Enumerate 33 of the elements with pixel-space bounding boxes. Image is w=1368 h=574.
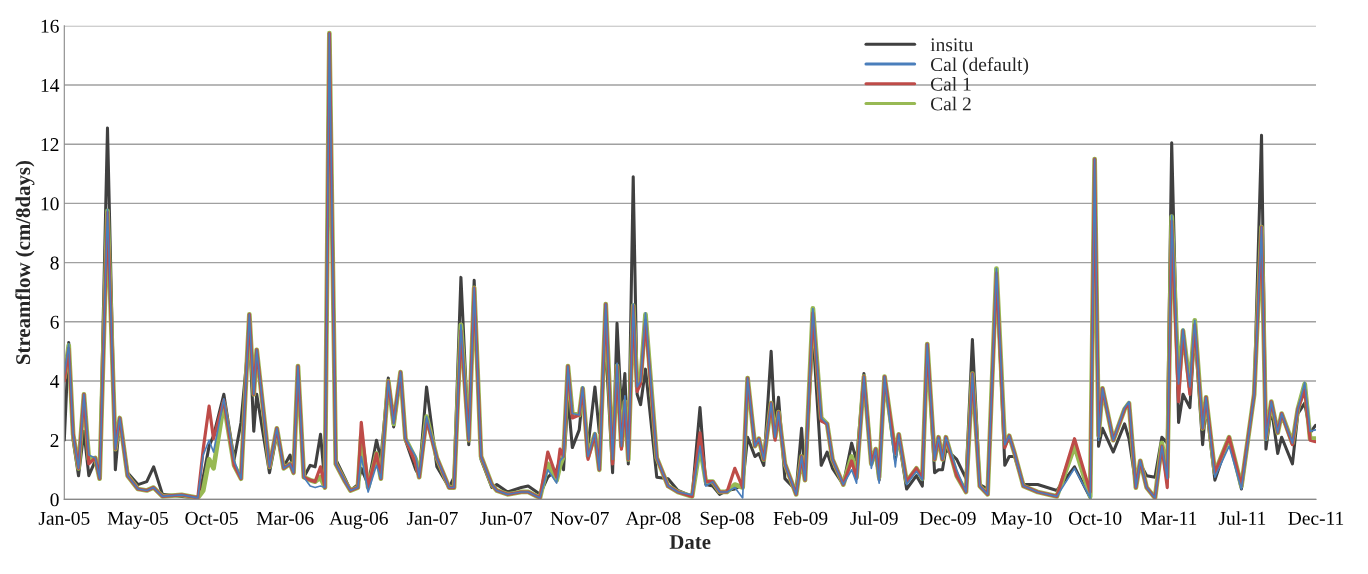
- y-tick-label: 6: [50, 315, 59, 329]
- x-tick-label: Jul-09: [850, 511, 898, 525]
- y-tick-label: 10: [41, 197, 59, 211]
- legend-label: insitu: [930, 38, 974, 52]
- x-tick-label: Oct-10: [1068, 511, 1122, 525]
- x-tick-label: Dec-09: [919, 511, 976, 525]
- x-tick-label: May-10: [991, 511, 1052, 529]
- y-tick-label: 2: [50, 434, 59, 447]
- legend-label: Cal (default): [930, 57, 1029, 76]
- x-tick-label: Sep-08: [700, 511, 754, 529]
- y-tick-label: 14: [41, 78, 60, 92]
- y-axis-title: Streamflow (cm/8days): [15, 161, 35, 365]
- legend-label: Cal 2: [930, 96, 971, 111]
- x-tick-label: Jul-11: [1218, 511, 1266, 525]
- x-tick-label: Jun-07: [480, 511, 532, 525]
- x-tick-label: Apr-08: [625, 511, 681, 529]
- x-tick-label: Aug-06: [329, 511, 388, 529]
- x-tick-label: May-05: [107, 511, 168, 529]
- x-tick-label: Mar-11: [1140, 511, 1197, 525]
- x-tick-label: Mar-06: [256, 511, 314, 525]
- x-tick-label: Feb-09: [773, 511, 828, 525]
- y-tick-label: 12: [41, 138, 59, 151]
- y-tick-label: 16: [41, 19, 59, 33]
- x-tick-label: Oct-05: [185, 511, 238, 525]
- y-tick-label: 4: [50, 374, 60, 388]
- legend-label: Cal 1: [930, 77, 971, 91]
- x-tick-label: Jan-05: [38, 511, 90, 525]
- x-tick-label: Jan-07: [406, 511, 458, 525]
- x-tick-label: Dec-11: [1288, 511, 1344, 525]
- x-axis-title: Date: [669, 535, 711, 550]
- x-tick-label: Nov-07: [550, 511, 609, 525]
- y-tick-label: 0: [50, 493, 59, 507]
- y-tick-label: 8: [50, 256, 59, 270]
